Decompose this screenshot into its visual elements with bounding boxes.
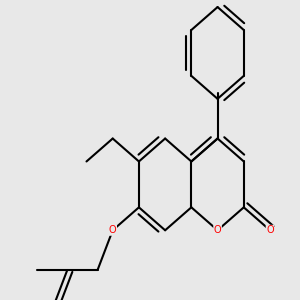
Text: O: O — [214, 225, 221, 235]
Text: O: O — [109, 225, 116, 235]
Text: O: O — [266, 225, 274, 235]
